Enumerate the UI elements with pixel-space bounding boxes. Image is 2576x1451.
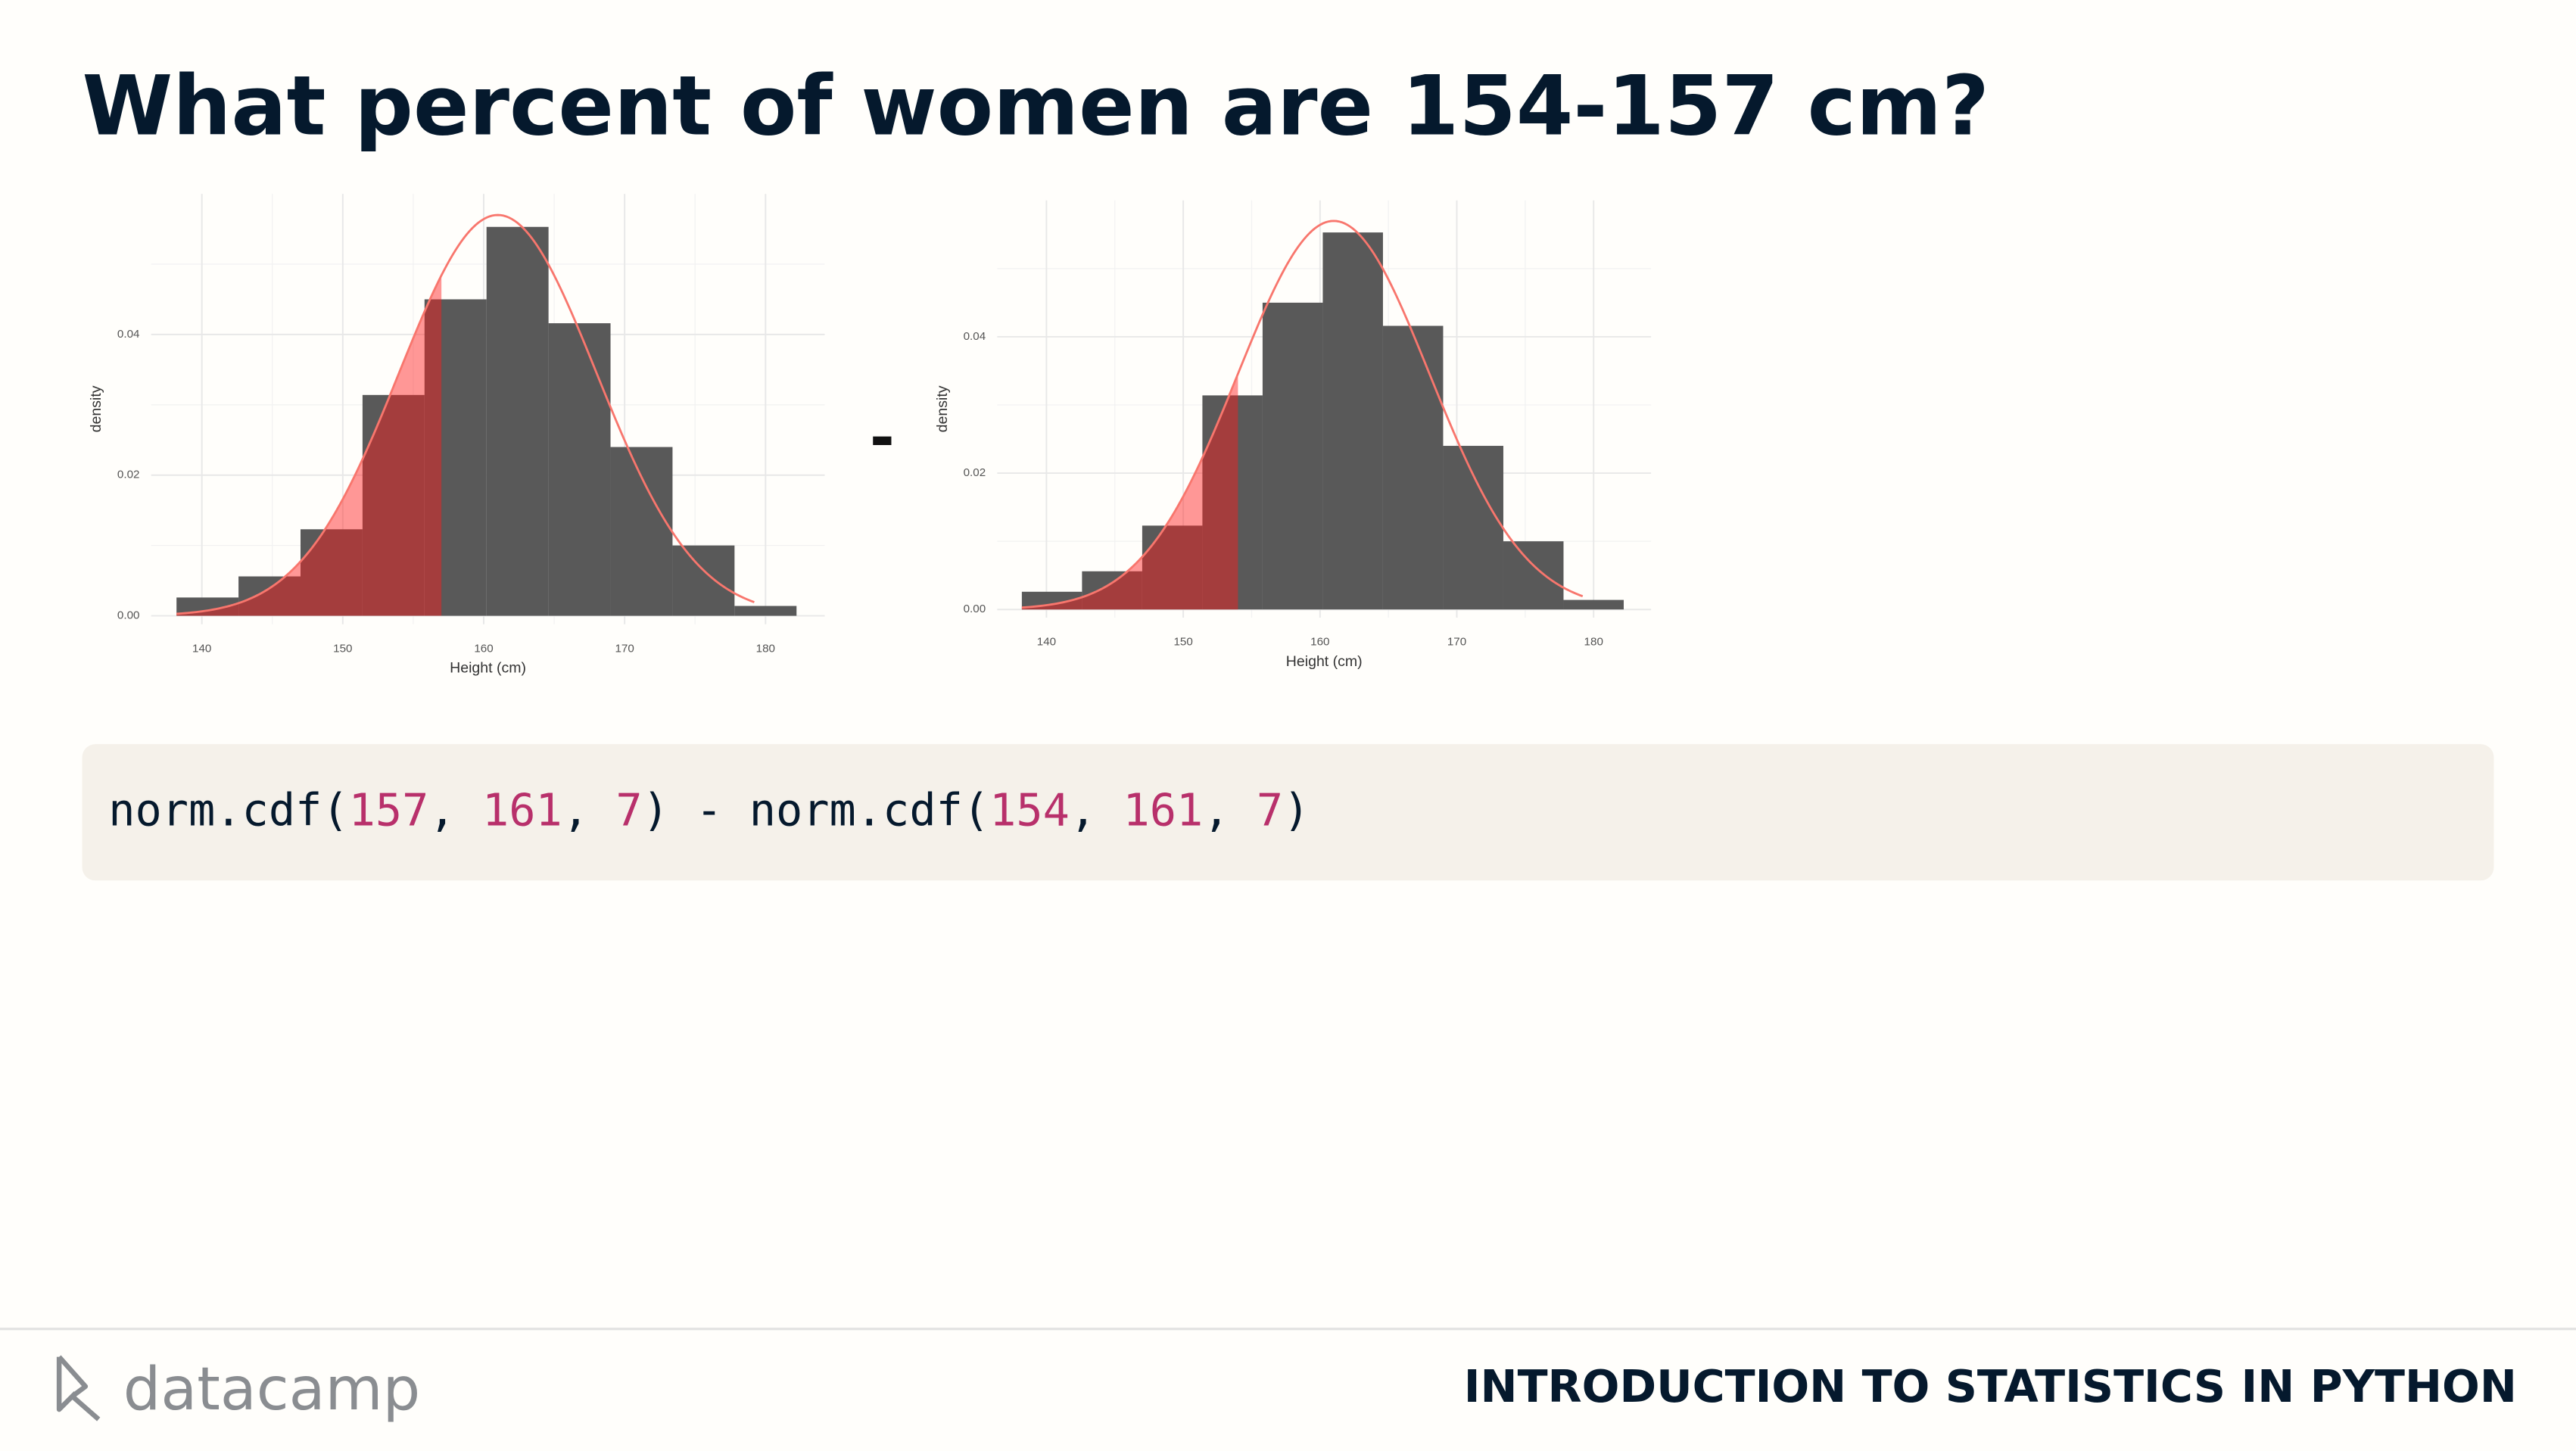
y-tick-label: 0.04 — [964, 330, 986, 343]
code-token: ) — [1283, 784, 1310, 836]
normal-curve — [176, 213, 755, 615]
code-token: 154 — [989, 784, 1070, 836]
histogram-bar — [1202, 395, 1263, 610]
code-token: ) - norm.cdf( — [643, 784, 989, 836]
histogram-bar — [672, 545, 735, 616]
code-line: norm.cdf(157, 161, 7) - norm.cdf(154, 16… — [108, 784, 1310, 836]
histogram-bar — [238, 576, 301, 616]
slide-title: What percent of women are 154-157 cm? — [83, 58, 1989, 154]
shaded-area — [1021, 373, 1238, 610]
histogram-bar — [300, 529, 363, 616]
code-token: , — [1070, 784, 1123, 836]
x-tick-label: 150 — [1173, 636, 1192, 649]
histogram-bar — [734, 606, 797, 616]
x-tick-label: 170 — [1447, 636, 1466, 649]
logo-text: datacamp — [123, 1355, 420, 1424]
x-tick-label: 180 — [1584, 636, 1603, 649]
code-token: 161 — [482, 784, 562, 836]
x-tick-label: 170 — [615, 642, 634, 655]
code-token: , — [1203, 784, 1257, 836]
y-tick-label: 0.02 — [964, 466, 986, 479]
minus-operator: - — [871, 395, 895, 475]
histogram-bar — [1262, 302, 1323, 610]
x-tick-label: 140 — [192, 642, 211, 655]
x-axis-title: Height (cm) — [1286, 653, 1363, 670]
code-token: 7 — [1257, 784, 1283, 836]
histogram-bar — [1443, 446, 1503, 610]
x-tick-label: 150 — [333, 642, 352, 655]
histogram-bar — [1082, 571, 1142, 610]
histogram-bar — [486, 226, 549, 616]
histogram-bar — [548, 323, 611, 616]
y-axis-title: density — [88, 385, 104, 432]
histogram-bar — [1322, 232, 1383, 610]
x-tick-label: 140 — [1037, 636, 1056, 649]
y-tick-label: 0.00 — [964, 603, 986, 615]
histogram-bar — [1142, 525, 1203, 610]
histogram-bar — [424, 299, 487, 616]
histogram-bar — [610, 447, 673, 616]
x-tick-label: 180 — [756, 642, 775, 655]
logo-icon — [56, 1355, 101, 1421]
x-tick-label: 160 — [474, 642, 493, 655]
shaded-area — [176, 275, 442, 616]
code-token: 161 — [1123, 784, 1203, 836]
code-block — [82, 744, 2494, 881]
y-tick-label: 0.04 — [117, 328, 140, 341]
x-tick-label: 160 — [1310, 636, 1329, 649]
y-tick-label: 0.02 — [117, 469, 140, 481]
code-token: , — [562, 784, 616, 836]
course-title: INTRODUCTION TO STATISTICS IN PYTHON — [1464, 1361, 2517, 1412]
histogram-bar — [1021, 591, 1082, 610]
histogram-bar — [1503, 541, 1564, 610]
code-token: 157 — [349, 784, 429, 836]
y-axis-title: density — [934, 385, 951, 432]
histogram-bar — [1382, 325, 1444, 610]
code-token: norm.cdf( — [108, 784, 348, 836]
x-axis-title: Height (cm) — [450, 659, 526, 676]
code-token: , — [428, 784, 482, 836]
code-token: 7 — [615, 784, 642, 836]
normal-curve — [1021, 220, 1584, 609]
histogram-bar — [1563, 599, 1624, 610]
y-tick-label: 0.00 — [117, 609, 140, 622]
histogram-bar — [362, 394, 425, 616]
